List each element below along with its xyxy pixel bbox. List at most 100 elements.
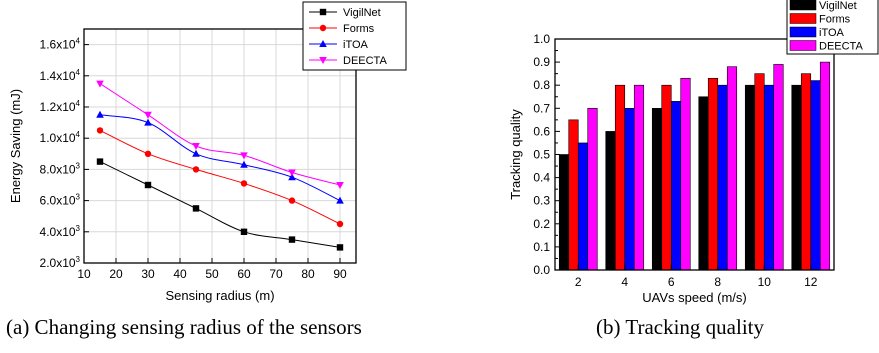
- bar-deecta-2: [587, 108, 598, 271]
- legend-marker: [319, 8, 327, 16]
- legend-label: iTOA: [819, 27, 845, 39]
- data-point-forms: [96, 127, 104, 134]
- bar-itoa-12: [810, 80, 821, 271]
- bar-forms-6: [661, 84, 672, 271]
- x-tick-label: 10: [77, 267, 91, 281]
- y-tick-label: 8.0x103: [40, 161, 81, 176]
- y-tick-label: 1.0x104: [40, 130, 81, 145]
- x-tick-label: 6: [668, 275, 675, 289]
- data-point-itoa: [96, 110, 104, 118]
- bar-itoa-2: [577, 142, 589, 271]
- legend-label: DEECTA: [343, 55, 387, 67]
- legend-marker: [319, 24, 327, 32]
- data-point-forms: [144, 150, 152, 157]
- data-point-forms: [192, 166, 200, 173]
- x-tick-label: 2: [575, 275, 582, 289]
- y-tick-label: 0.7: [533, 101, 550, 115]
- y-tick-label: 1.2x104: [40, 99, 81, 114]
- bar-forms-4: [614, 84, 626, 271]
- y-axis-label: Energy Saving (mJ): [8, 89, 23, 203]
- bar-itoa-8: [717, 84, 728, 271]
- y-tick-label: 4.0x103: [40, 224, 81, 239]
- bar-forms-10: [754, 73, 765, 271]
- bar-vigilnet-2: [558, 154, 570, 271]
- legend-label: Forms: [819, 14, 851, 26]
- legend-swatch: [789, 0, 817, 11]
- legend-label: Forms: [343, 23, 375, 35]
- y-tick-label: 2.0x103: [40, 255, 81, 270]
- data-point-deecta: [336, 182, 344, 189]
- x-tick-label: 70: [269, 267, 283, 281]
- data-point-vigilnet: [288, 236, 296, 243]
- y-tick-label: 0.4: [533, 171, 550, 185]
- legend-marker: [319, 57, 327, 64]
- y-axis-label: Tracking quality: [508, 109, 523, 200]
- y-tick-label: 6.0x103: [40, 193, 81, 208]
- data-point-forms: [288, 197, 296, 204]
- x-tick-label: 50: [205, 267, 219, 281]
- data-point-itoa: [192, 149, 200, 157]
- data-point-forms: [240, 180, 248, 187]
- legend-label: DEECTA: [819, 41, 863, 53]
- y-tick-label: 0.1: [533, 240, 550, 254]
- x-tick-label: 12: [804, 275, 818, 289]
- x-tick-label: 10: [758, 275, 772, 289]
- bar-forms-12: [800, 73, 812, 271]
- x-tick-label: 40: [173, 267, 187, 281]
- plot-frame: [554, 38, 835, 271]
- legend-swatch: [789, 40, 817, 51]
- bar-vigilnet-8: [698, 96, 709, 271]
- data-point-vigilnet: [336, 244, 344, 251]
- bar-itoa-10: [763, 84, 775, 271]
- x-tick-label: 4: [621, 275, 628, 289]
- tracking-quality-bar-chart: 0.0 0.1 0.2 0.3 0.4 0.5 0.6 0.7 0.8 0.9 1.0 2 4 6 8 10 1…: [508, 0, 879, 305]
- data-point-vigilnet: [192, 205, 200, 212]
- y-tick-label: 0.2: [533, 217, 550, 231]
- x-tick-label: 20: [109, 267, 123, 281]
- bar-itoa-6: [670, 101, 682, 271]
- y-tick-label: 0.8: [533, 78, 550, 92]
- bar-deecta-6: [680, 77, 691, 271]
- legend-label: iTOA: [343, 39, 369, 51]
- bar-vigilnet-6: [651, 108, 663, 271]
- y-tick-label: 1.6x104: [40, 37, 81, 52]
- legend-swatch: [789, 13, 817, 24]
- x-tick-label: 8: [714, 275, 721, 289]
- data-point-vigilnet: [144, 181, 152, 189]
- data-point-forms: [336, 220, 344, 228]
- bar-vigilnet-4: [605, 131, 616, 271]
- y-tick-label: 0.5: [533, 148, 550, 162]
- bar-vigilnet-10: [744, 84, 756, 271]
- legend-label: VigilNet: [343, 7, 381, 19]
- series-line-vigilnet: [99, 161, 341, 248]
- x-tick-label: 60: [237, 267, 251, 281]
- data-point-deecta: [240, 152, 248, 160]
- bar-itoa-4: [624, 108, 635, 271]
- data-point-vigilnet: [96, 158, 104, 165]
- x-axis-label: UAVs speed (m/s): [642, 290, 747, 305]
- energy-saving-line-chart: 10 20 30 40 50 60 70 80 90 2.0x103 4.0x103 6.0x103 8…: [8, 1, 407, 303]
- y-tick-label: 0.0: [533, 263, 550, 277]
- y-tick-label: 1.0: [533, 32, 550, 46]
- data-point-itoa: [144, 118, 152, 126]
- legend-label: VigilNet: [819, 0, 857, 12]
- data-point-itoa: [288, 173, 296, 181]
- bar-deecta-12: [819, 61, 831, 271]
- bar-deecta-10: [773, 64, 784, 271]
- legend-marker: [319, 40, 327, 47]
- data-point-itoa: [336, 196, 344, 204]
- x-tick-label: 90: [333, 267, 347, 281]
- series-line-itoa: [99, 114, 341, 202]
- data-point-deecta: [288, 169, 296, 177]
- y-tick-label: 0.6: [533, 124, 550, 138]
- legend-swatch: [789, 26, 817, 38]
- bar-forms-8: [707, 77, 719, 271]
- bar-vigilnet-12: [791, 84, 802, 271]
- data-point-deecta: [192, 143, 200, 150]
- x-tick-label: 30: [141, 267, 155, 281]
- data-point-vigilnet: [240, 228, 248, 235]
- bar-deecta-4: [633, 84, 645, 271]
- x-tick-label: 80: [301, 267, 315, 281]
- data-point-deecta: [144, 111, 152, 119]
